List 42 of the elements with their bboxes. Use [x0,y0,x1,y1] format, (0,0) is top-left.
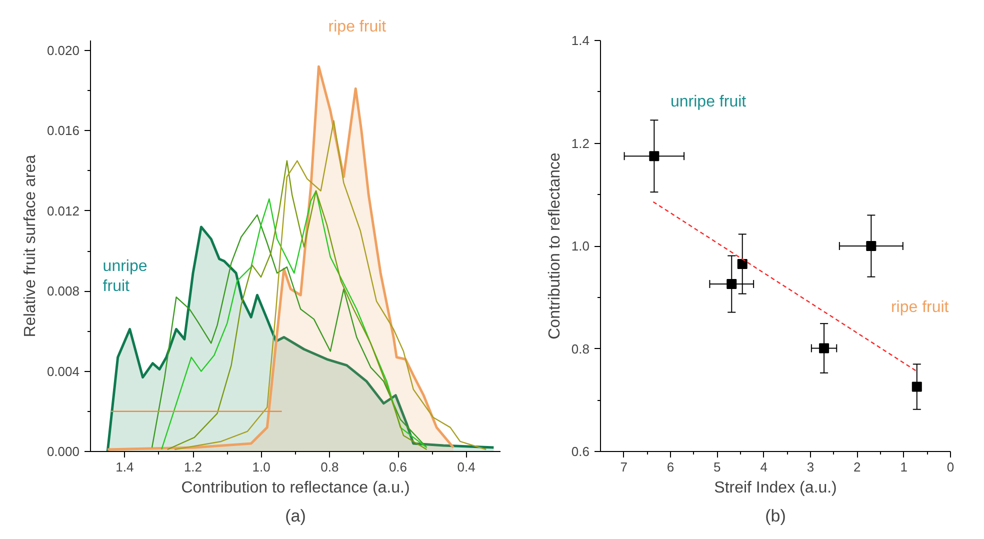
x-tick-label: 1 [900,460,908,474]
x-tick-label: 3 [806,460,814,474]
x-tick-label: 1.2 [184,460,202,474]
text: (b) [765,506,786,526]
text: (a) [285,506,306,526]
y-tick-label: 0.020 [46,43,80,58]
point [819,343,830,354]
text: ripe fruit [328,18,387,36]
x-tick-label: 1.0 [252,460,270,474]
y-tick-label: 0.6 [571,444,590,459]
point [649,151,660,162]
annotation: unripe fruit [670,93,747,110]
x-tick-label: 6 [666,460,674,474]
point [737,258,748,269]
x-tick-label: 1.4 [116,460,134,474]
y-tick-label: 0.8 [571,341,590,356]
x-axis-title: Contribution to reflectance (a.u.) [181,480,410,496]
y-tick-label: 0.000 [46,444,80,459]
y-axis-title: Contribution to reflectance [546,152,564,340]
x-tick-label: 0.6 [388,460,408,474]
y-tick-label: 0.016 [46,123,80,138]
x-tick-label: 2 [854,460,861,474]
x-tick-label: 0.4 [457,460,476,474]
x-tick-label: 4 [760,460,768,474]
y-tick-label: 1.4 [571,33,590,48]
y-tick-label: 0.008 [46,284,80,299]
x-tick-label: 7 [620,460,628,474]
line-series [174,120,487,450]
point [912,382,922,392]
y-tick-label: 0.004 [46,364,80,379]
x-tick-label: 5 [714,460,721,474]
y-tick-label: 1.2 [571,136,590,151]
y-axis-title: Relative fruit surface area [22,154,39,338]
annotation: ripe fruit [890,298,950,316]
x-axis-title: Streif Index (a.u.) [714,480,837,496]
x-tick-label: 0.8 [320,460,339,474]
x-tick-label: 0 [946,460,954,474]
y-tick-label: 0.012 [46,203,80,218]
y-tick-label: 1.0 [571,238,590,254]
point [866,241,876,251]
point [726,279,737,290]
annotation: unripe fruit [102,258,148,295]
